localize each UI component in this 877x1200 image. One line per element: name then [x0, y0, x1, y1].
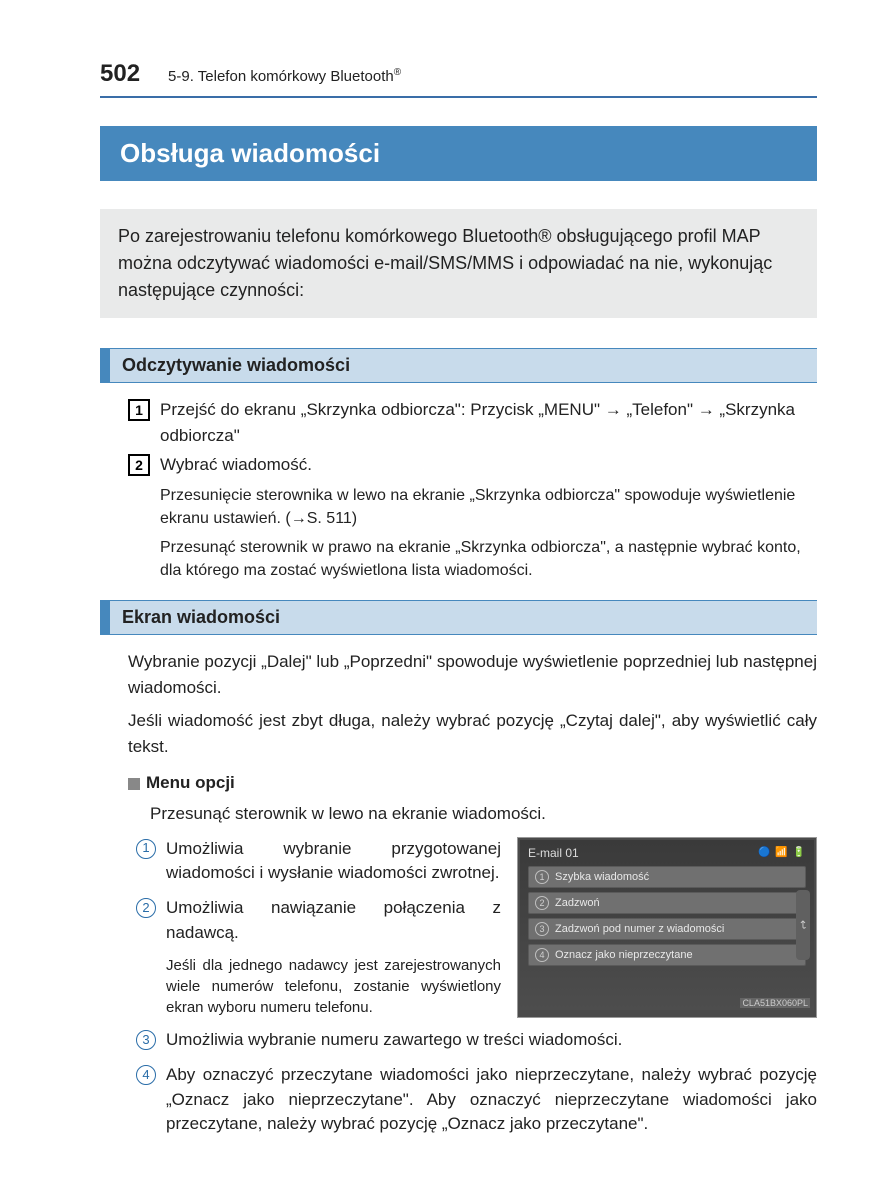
options-left-column: 1 Umożliwia wybranie przygotowanej wiado…: [136, 837, 501, 1019]
step-2: 2 Wybrać wiadomość.: [128, 452, 817, 478]
step-number-box: 1: [128, 399, 150, 421]
circle-number-icon: 4: [535, 948, 549, 962]
circle-number-icon: 4: [136, 1065, 156, 1085]
screenshot-menu-item: 3 Zadzwoń pod numer z wiadomości: [528, 918, 806, 940]
screenshot-menu-item: 1 Szybka wiadomość: [528, 866, 806, 888]
circle-number-icon: 2: [535, 896, 549, 910]
section-stripe: [100, 600, 110, 635]
step-text: Przejść do ekranu „Skrzynka odbiorcza": …: [160, 397, 817, 448]
screenshot-item-label: Oznacz jako nieprzeczytane: [555, 949, 693, 961]
step-text: Wybrać wiadomość.: [160, 452, 817, 478]
option-4: 4 Aby oznaczyć przeczytane wiadomości ja…: [136, 1063, 817, 1137]
circle-number-icon: 2: [136, 898, 156, 918]
status-icons: 🔵 📶 🔋: [758, 847, 806, 858]
screenshot-item-label: Zadzwoń: [555, 897, 600, 909]
screenshot-menu-item: 4 Oznacz jako nieprzeczytane: [528, 944, 806, 966]
chapter-label: 5-9. Telefon komórkowy Bluetooth®: [168, 67, 401, 85]
body-paragraph: Wybranie pozycji „Dalej" lub „Poprzedni"…: [128, 649, 817, 700]
sub-heading-menu-options: Menu opcji: [128, 773, 817, 793]
section-stripe: [100, 348, 110, 383]
step-number-box: 2: [128, 454, 150, 476]
title-banner: Obsługa wiadomości: [100, 126, 817, 181]
registered-mark: ®: [394, 67, 401, 78]
header-rule: [100, 96, 817, 98]
screenshot-menu-item: 2 Zadzwoń: [528, 892, 806, 914]
option-text: Umożliwia nawiązanie połączenia z nadawc…: [166, 896, 501, 945]
option-text: Umożliwia wybranie przygotowanej wiadomo…: [166, 837, 501, 886]
screenshot-code: CLA51BX060PL: [740, 998, 810, 1008]
option-2: 2 Umożliwia nawiązanie połączenia z nada…: [136, 896, 501, 945]
page-header: 502 5-9. Telefon komórkowy Bluetooth®: [100, 60, 817, 88]
section-message-screen: Ekran wiadomości: [100, 600, 817, 635]
options-full-width: 3 Umożliwia wybranie numeru zawartego w …: [136, 1028, 817, 1137]
page-number: 502: [100, 60, 140, 88]
sub-intro-text: Przesunąć sterownik w lewo na ekranie wi…: [150, 801, 817, 827]
option-1: 1 Umożliwia wybranie przygotowanej wiado…: [136, 837, 501, 886]
option-subnote: Jeśli dla jednego nadawcy jest zarejestr…: [166, 955, 501, 1018]
section-heading: Odczytywanie wiadomości: [110, 348, 817, 383]
screenshot-titlebar: E-mail 01 🔵 📶 🔋: [528, 846, 806, 860]
screenshot-title: E-mail 01: [528, 846, 579, 860]
circle-number-icon: 1: [136, 839, 156, 859]
intro-box: Po zarejestrowaniu telefonu komórkowego …: [100, 209, 817, 318]
screenshot-item-label: Zadzwoń pod numer z wiadomości: [555, 923, 724, 935]
circle-number-icon: 1: [535, 870, 549, 884]
square-bullet-icon: [128, 778, 140, 790]
option-3: 3 Umożliwia wybranie numeru zawartego w …: [136, 1028, 817, 1053]
back-arrow-icon: ↩: [796, 890, 810, 960]
sub-heading-text: Menu opcji: [146, 773, 235, 792]
options-grid: 1 Umożliwia wybranie przygotowanej wiado…: [136, 837, 817, 1019]
section-reading-messages: Odczytywanie wiadomości: [100, 348, 817, 383]
option-text: Aby oznaczyć przeczytane wiadomości jako…: [166, 1063, 817, 1137]
screenshot-item-label: Szybka wiadomość: [555, 871, 649, 883]
chapter-text: 5-9. Telefon komórkowy Bluetooth: [168, 68, 394, 85]
body-paragraph: Jeśli wiadomość jest zbyt długa, należy …: [128, 708, 817, 759]
step-1: 1 Przejść do ekranu „Skrzynka odbiorcza"…: [128, 397, 817, 448]
circle-number-icon: 3: [535, 922, 549, 936]
step-note: Przesunąć sterownik w prawo na ekranie „…: [160, 536, 817, 582]
option-text: Umożliwia wybranie numeru zawartego w tr…: [166, 1028, 817, 1053]
page: 502 5-9. Telefon komórkowy Bluetooth® Ob…: [0, 0, 877, 1187]
step-note: Przesunięcie sterownika w lewo na ekrani…: [160, 484, 817, 530]
section-heading: Ekran wiadomości: [110, 600, 817, 635]
screenshot-inner: E-mail 01 🔵 📶 🔋 1 Szybka wiadomość 2 Zad…: [520, 840, 814, 1010]
circle-number-icon: 3: [136, 1030, 156, 1050]
device-screenshot: E-mail 01 🔵 📶 🔋 1 Szybka wiadomość 2 Zad…: [517, 837, 817, 1019]
